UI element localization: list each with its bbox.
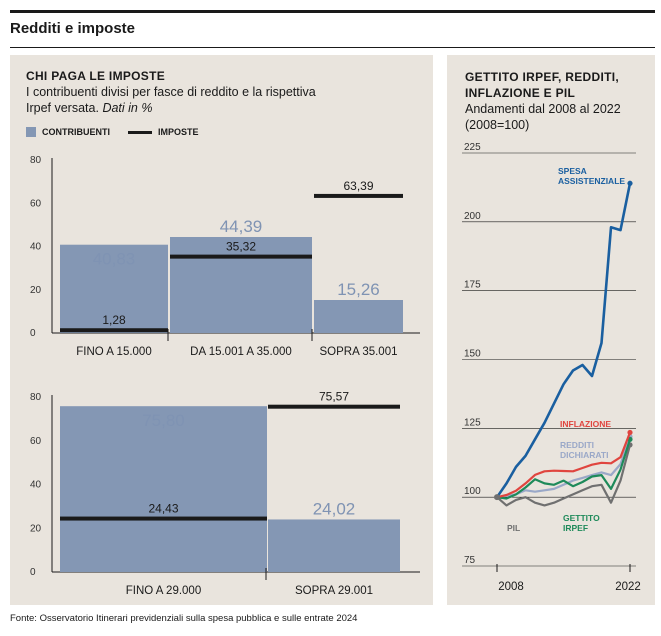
y-tick-label-0: 0 [30,328,36,339]
y-tick-label-2: 200 [464,211,481,222]
y-tick-label-1: 0 [30,567,36,578]
label-contribuenti-0-0: 40,83 [93,250,136,269]
bar-contribuenti-0-0 [60,244,168,333]
page-title: Redditi e imposte [10,20,136,37]
label-contribuenti-1-0: 75,80 [142,411,185,430]
source-note: Fonte: Osservatorio Itinerari previdenzi… [10,613,358,624]
legend-label-imposte: IMPOSTE [158,127,199,137]
right-subtitle-line-2: (2008=100) [465,118,530,132]
series-line-gettito [496,438,632,500]
bar-imposte-0-0 [60,328,168,333]
series-line-spesa [495,183,632,498]
series-label-redditi: DICHIARATI [560,450,608,460]
left-subtitle-line-2: Irpef versata. Dati in % [26,100,316,116]
label-contribuenti-0-2: 15,26 [337,280,380,299]
x-tick-label-0-0: FINO A 15.000 [76,346,151,358]
label-imposte-1-0: 24,43 [148,502,178,516]
right-panel-title: GETTITO IRPEF, REDDITI, INFLAZIONE E PIL [465,69,619,101]
label-contribuenti-0-1: 44,39 [220,217,263,236]
legend-swatch-contribuenti [26,127,36,137]
left-panel-subtitle: I contribuenti divisi per fasce di reddi… [26,84,316,116]
series-start-dot [494,494,500,501]
label-imposte-0-0: 1,28 [102,313,126,327]
left-panel-title: CHI PAGA LE IMPOSTE [26,69,166,83]
y-tick-label-0: 80 [30,155,42,166]
y-tick-label-0: 60 [30,198,42,209]
y-tick-label-0: 40 [30,242,42,253]
right-panel-subtitle: Andamenti dal 2008 al 2022 (2008=100) [465,101,621,133]
bar-contribuenti-1-1 [268,519,400,572]
y-tick-label-2: 125 [464,417,481,428]
title-rule [10,47,655,48]
bar-imposte-1-1 [268,404,400,409]
left-subtitle-italic: Dati in % [102,101,153,115]
series-end-dot-spesa [627,180,633,186]
series-label-pil: PIL [507,523,520,533]
y-tick-label-2: 150 [464,349,481,360]
x-tick-label-0-2: SOPRA 35.001 [320,346,398,358]
legend-swatch-imposte [128,130,152,134]
left-subtitle-plain: Irpef versata. [26,101,103,115]
y-tick-label-1: 40 [30,480,42,491]
label-imposte-1-1: 75,57 [319,390,349,404]
series-label-inflazione: INFLAZIONE [560,419,611,429]
bar-contribuenti-0-2 [314,300,403,333]
y-tick-label-1: 80 [30,392,42,403]
y-tick-label-1: 60 [30,436,42,447]
legend-label-contribuenti: CONTRIBUENTI [42,127,110,137]
label-contribuenti-1-1: 24,02 [313,499,356,518]
y-tick-label-2: 100 [464,486,481,497]
bar-imposte-0-2 [314,193,403,198]
series-label-spesa: SPESA [558,166,587,176]
x-tick-label-2-1: 2022 [615,581,641,593]
right-panel [447,55,655,605]
series-line-inflazione [496,432,632,499]
series-label-spesa: ASSISTENZIALE [558,176,625,186]
right-title-line-1: GETTITO IRPEF, REDDITI, [465,70,620,84]
right-title-line-2: INFLAZIONE E PIL [465,86,576,100]
x-tick-label-1-0: FINO A 29.000 [126,585,201,597]
left-subtitle-line-1: I contribuenti divisi per fasce di reddi… [26,85,316,99]
label-imposte-0-2: 63,39 [343,179,373,193]
y-tick-label-2: 175 [464,280,481,291]
series-line-pil [496,444,632,507]
series-label-redditi: REDDITI [560,440,594,450]
bar-imposte-1-0 [60,516,267,521]
x-tick-label-2-0: 2008 [498,581,524,593]
x-tick-label-0-1: DA 15.001 A 35.000 [190,346,292,358]
y-tick-label-0: 20 [30,285,42,296]
top-rule [10,10,655,13]
y-tick-label-2: 75 [464,555,476,566]
legend: CONTRIBUENTI IMPOSTE [26,127,199,137]
x-tick-label-1-1: SOPRA 29.001 [295,585,373,597]
bar-imposte-0-1 [170,254,312,259]
bar-contribuenti-0-1 [170,237,312,333]
y-tick-label-1: 20 [30,523,42,534]
bar-contribuenti-1-0 [60,406,267,572]
series-label-gettito: GETTITO [563,513,600,523]
series-end-dot-inflazione [627,429,633,436]
right-subtitle-line-1: Andamenti dal 2008 al 2022 [465,102,621,116]
series-label-gettito: IRPEF [563,523,588,533]
y-tick-label-2: 225 [464,142,481,153]
label-imposte-0-1: 35,32 [226,240,256,254]
